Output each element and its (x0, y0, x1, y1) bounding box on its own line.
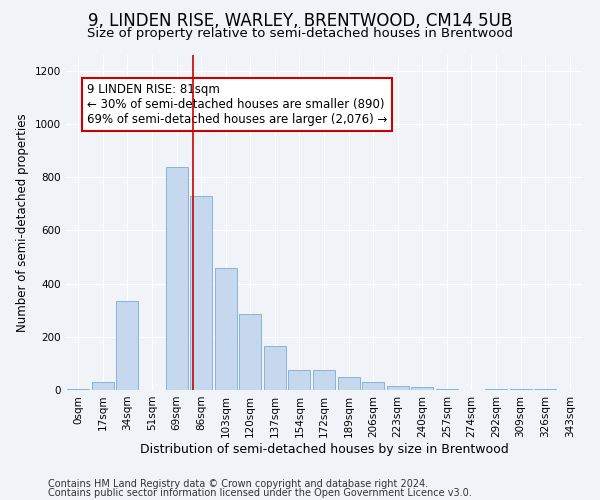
Text: 9 LINDEN RISE: 81sqm
← 30% of semi-detached houses are smaller (890)
69% of semi: 9 LINDEN RISE: 81sqm ← 30% of semi-detac… (87, 83, 387, 126)
Text: Contains HM Land Registry data © Crown copyright and database right 2024.: Contains HM Land Registry data © Crown c… (48, 479, 428, 489)
Bar (67, 388, 89, 390)
Text: Contains public sector information licensed under the Open Government Licence v3: Contains public sector information licen… (48, 488, 472, 498)
Bar (166, 166, 188, 390)
Bar (509, 389, 532, 390)
Bar (239, 314, 262, 390)
Bar (386, 386, 409, 390)
Bar (116, 301, 139, 390)
Bar (190, 196, 212, 390)
Y-axis label: Number of semi-detached properties: Number of semi-detached properties (16, 113, 29, 332)
Bar (264, 346, 286, 390)
Bar (436, 388, 458, 390)
X-axis label: Distribution of semi-detached houses by size in Brentwood: Distribution of semi-detached houses by … (140, 442, 508, 456)
Bar (338, 376, 359, 390)
Bar (411, 388, 433, 390)
Bar (92, 382, 114, 390)
Text: Size of property relative to semi-detached houses in Brentwood: Size of property relative to semi-detach… (87, 28, 513, 40)
Bar (485, 389, 507, 390)
Text: 9, LINDEN RISE, WARLEY, BRENTWOOD, CM14 5UB: 9, LINDEN RISE, WARLEY, BRENTWOOD, CM14 … (88, 12, 512, 30)
Bar (215, 268, 237, 390)
Bar (313, 370, 335, 390)
Bar (289, 370, 310, 390)
Bar (362, 382, 384, 390)
